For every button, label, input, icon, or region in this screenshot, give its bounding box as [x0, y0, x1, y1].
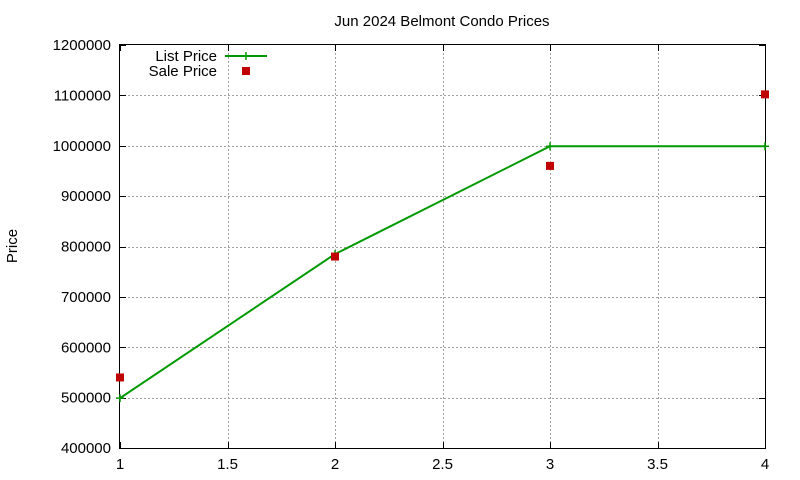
series-0 [116, 142, 769, 403]
x-tick-label: 1 [116, 456, 124, 473]
plot-frame [119, 44, 766, 449]
legend-swatch-marker [242, 52, 250, 60]
y-tick-label: 900000 [61, 188, 111, 205]
sale-price-point [331, 252, 339, 261]
y-tick-label: 700000 [61, 289, 111, 306]
x-tick-label: 2.5 [432, 456, 453, 473]
y-tick-label: 1100000 [54, 87, 111, 104]
list-price-point [761, 142, 769, 151]
list-price-line [119, 145, 765, 399]
y-tick-label: 800000 [61, 239, 111, 256]
y-tick-label: 400000 [61, 440, 111, 457]
legend-label: List Price [155, 48, 217, 65]
x-tick-label: 3 [546, 456, 554, 473]
x-tick-label: 4 [761, 456, 769, 473]
y-tick-label: 1000000 [53, 138, 111, 155]
y-axis-label: Price [4, 229, 21, 263]
sale-price-point [761, 90, 769, 99]
legend-label: Sale Price [149, 63, 217, 80]
grid [120, 45, 765, 448]
list-price-point [116, 394, 124, 403]
axis-ticks: 400000 500000 600000 700000 800000 900000 1000… [53, 37, 770, 473]
series-1 [116, 90, 769, 382]
chart-title: Jun 2024 Belmont Condo Prices [334, 13, 549, 30]
y-tick-label: 600000 [61, 339, 111, 356]
list-price-point [546, 142, 554, 151]
y-tick-label: 1200000 [53, 37, 111, 54]
legend-swatch-marker [242, 67, 250, 75]
sale-price-point [116, 373, 124, 382]
series [116, 90, 769, 403]
x-tick-label: 1.5 [217, 456, 238, 473]
sale-price-point [546, 161, 554, 170]
x-tick-label: 3.5 [647, 456, 668, 473]
y-tick-label: 500000 [61, 390, 111, 407]
x-tick-label: 2 [331, 456, 339, 473]
